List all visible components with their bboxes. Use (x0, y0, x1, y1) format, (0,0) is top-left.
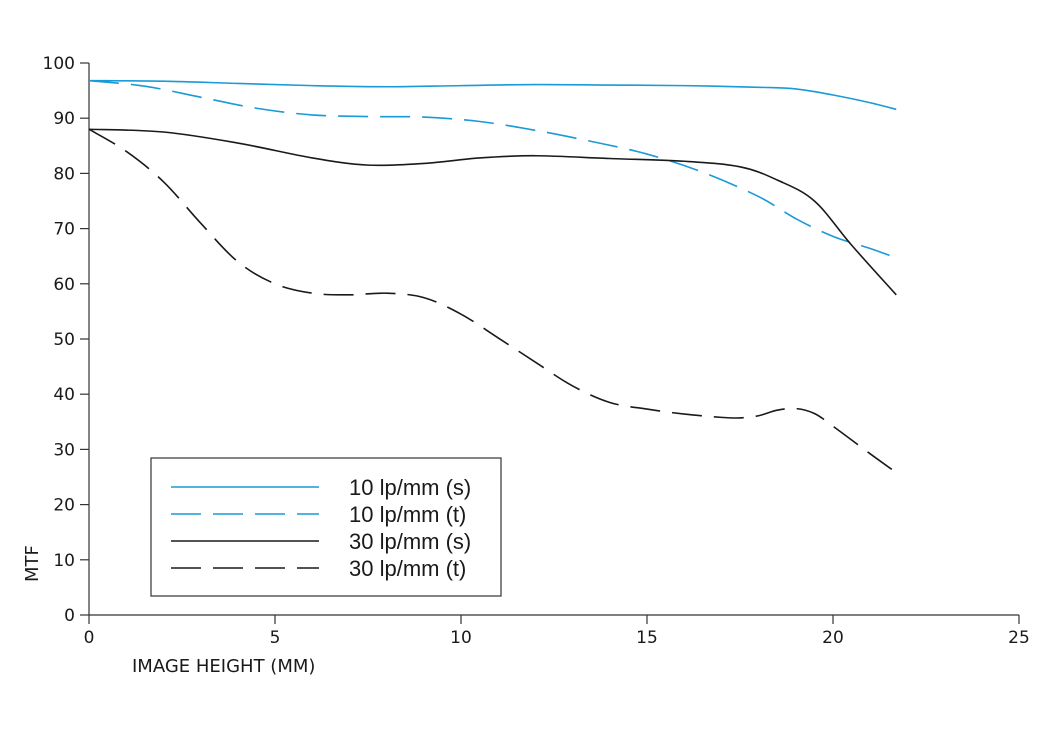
y-tick-label-10: 10 (53, 551, 75, 571)
mtf-chart: 0 10 20 30 40 50 60 70 80 90 100 0 5 10 15 20 25 10 lp/m… (0, 0, 1052, 732)
legend-label-30-lp-mm-s: 30 lp/mm (s) (349, 529, 471, 554)
legend-label-10-lp-mm-s: 10 lp/mm (s) (349, 475, 471, 500)
x-tick-label-10: 10 (450, 628, 472, 648)
legend: 10 lp/mm (s)10 lp/mm (t)30 lp/mm (s)30 l… (151, 458, 501, 596)
series-layer (89, 81, 896, 473)
y-axis-title: MTF (22, 545, 43, 582)
legend-label-10-lp-mm-t: 10 lp/mm (t) (349, 502, 466, 527)
y-tick-label-50: 50 (53, 330, 75, 350)
y-tick-label-20: 20 (53, 496, 75, 516)
series-line-30-lp-mm-t (89, 129, 896, 472)
y-tick-label-70: 70 (53, 220, 75, 240)
y-tick-label-30: 30 (53, 440, 75, 460)
series-line-30-lp-mm-s (89, 129, 896, 295)
x-axis-title: IMAGE HEIGHT (MM) (132, 656, 315, 677)
y-tick-label-40: 40 (53, 385, 75, 405)
y-tick-label-80: 80 (53, 164, 75, 184)
y-tick-label-90: 90 (53, 109, 75, 129)
y-tick-label-100: 100 (43, 54, 75, 74)
legend-label-30-lp-mm-t: 30 lp/mm (t) (349, 556, 466, 581)
x-tick-label-5: 5 (270, 628, 281, 648)
x-tick-label-15: 15 (636, 628, 658, 648)
x-tick-label-0: 0 (84, 628, 95, 648)
y-tick-label-0: 0 (64, 606, 75, 626)
y-tick-label-60: 60 (53, 275, 75, 295)
series-line-10-lp-mm-t (89, 81, 896, 258)
x-tick-label-25: 25 (1008, 628, 1030, 648)
series-line-10-lp-mm-s (89, 81, 896, 110)
x-tick-label-20: 20 (822, 628, 844, 648)
mtf-chart-svg: 0 10 20 30 40 50 60 70 80 90 100 0 5 10 15 20 25 10 lp/m… (0, 0, 1052, 732)
